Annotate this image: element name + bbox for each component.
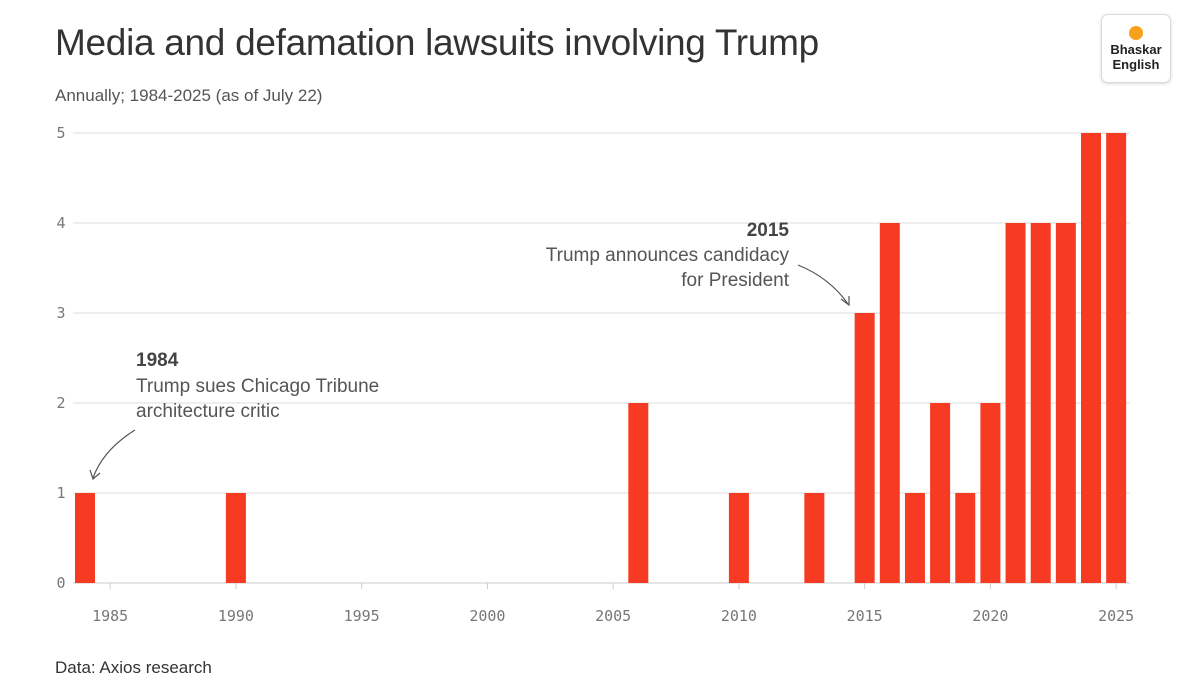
data-source: Data: Axios research xyxy=(55,658,212,677)
x-tick-label: 2015 xyxy=(847,607,883,625)
bar-2013 xyxy=(804,493,825,583)
logo-line-1: Bhaskar xyxy=(1110,42,1162,57)
x-tick-label: 2005 xyxy=(595,607,631,625)
bar-2015 xyxy=(854,313,875,583)
bhaskar-english-logo[interactable]: Bhaskar English xyxy=(1101,14,1171,83)
annotation-1984-line-1: Trump sues Chicago Tribune xyxy=(136,376,379,397)
bar-2019 xyxy=(955,493,976,583)
y-tick-label: 0 xyxy=(56,574,65,592)
bar-1984 xyxy=(75,493,95,583)
y-axis-ticks: 0 1 2 3 4 5 xyxy=(56,124,65,592)
logo-line-2: English xyxy=(1112,57,1160,72)
chart-subtitle: Annually; 1984-2025 (as of July 22) xyxy=(55,86,323,105)
annotation-1984-arrowhead xyxy=(89,469,101,481)
x-tick-label: 2010 xyxy=(721,607,757,625)
bar-2016 xyxy=(879,223,900,583)
x-tick-label: 2025 xyxy=(1098,607,1134,625)
annotation-1984-year: 1984 xyxy=(136,350,179,371)
x-tick-label: 1995 xyxy=(344,607,380,625)
bar-2010 xyxy=(728,493,749,583)
bar-2023 xyxy=(1055,223,1076,583)
logo-dot-icon xyxy=(1129,26,1143,40)
annotation-2015-arrow xyxy=(797,264,849,305)
bars xyxy=(75,133,1127,583)
bar-2006 xyxy=(628,403,649,583)
bar-2018 xyxy=(930,403,951,583)
annotations: 1984 Trump sues Chicago Tribune architec… xyxy=(89,220,850,481)
annotation-2015-arrowhead xyxy=(840,296,850,307)
bar-2022 xyxy=(1030,223,1051,583)
bar-1990 xyxy=(225,493,246,583)
bar-2020 xyxy=(980,403,1001,583)
annotation-2015-line-2: for President xyxy=(681,270,789,291)
annotation-2015-year: 2015 xyxy=(747,220,790,241)
x-tick-label: 1985 xyxy=(92,607,128,625)
annotation-1984-line-2: architecture critic xyxy=(136,401,280,422)
annotation-2015-line-1: Trump announces candidacy xyxy=(546,245,790,266)
bar-2021 xyxy=(1005,223,1026,583)
annotation-1984-arrow xyxy=(92,429,136,479)
bar-2024 xyxy=(1081,133,1101,583)
x-tick-label: 2020 xyxy=(972,607,1008,625)
y-tick-label: 4 xyxy=(56,214,65,232)
x-tick-label: 2000 xyxy=(469,607,505,625)
chart-title: Media and defamation lawsuits involving … xyxy=(55,22,819,63)
y-tick-label: 5 xyxy=(56,124,65,142)
gridlines xyxy=(73,132,1130,584)
x-axis-ticks: 1985 1990 1995 2000 2005 2010 2015 2020 2025 xyxy=(92,583,1134,625)
y-tick-label: 1 xyxy=(56,484,65,502)
x-tick-label: 1990 xyxy=(218,607,254,625)
bar-2017 xyxy=(904,493,925,583)
y-tick-label: 2 xyxy=(56,394,65,412)
y-tick-label: 3 xyxy=(56,304,65,322)
bar-2025 xyxy=(1106,133,1127,583)
